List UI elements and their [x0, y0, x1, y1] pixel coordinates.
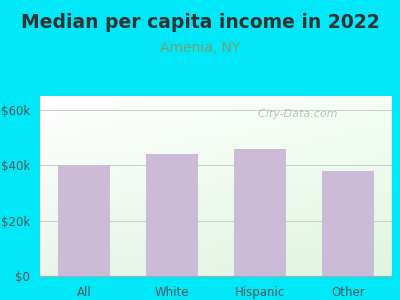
Bar — [234, 148, 286, 276]
Text: Amenia, NY: Amenia, NY — [160, 40, 240, 55]
Bar — [58, 165, 110, 276]
Text: Median per capita income in 2022: Median per capita income in 2022 — [21, 14, 379, 32]
Bar — [322, 171, 374, 276]
Bar — [146, 154, 198, 276]
Text: City-Data.com: City-Data.com — [251, 109, 338, 118]
